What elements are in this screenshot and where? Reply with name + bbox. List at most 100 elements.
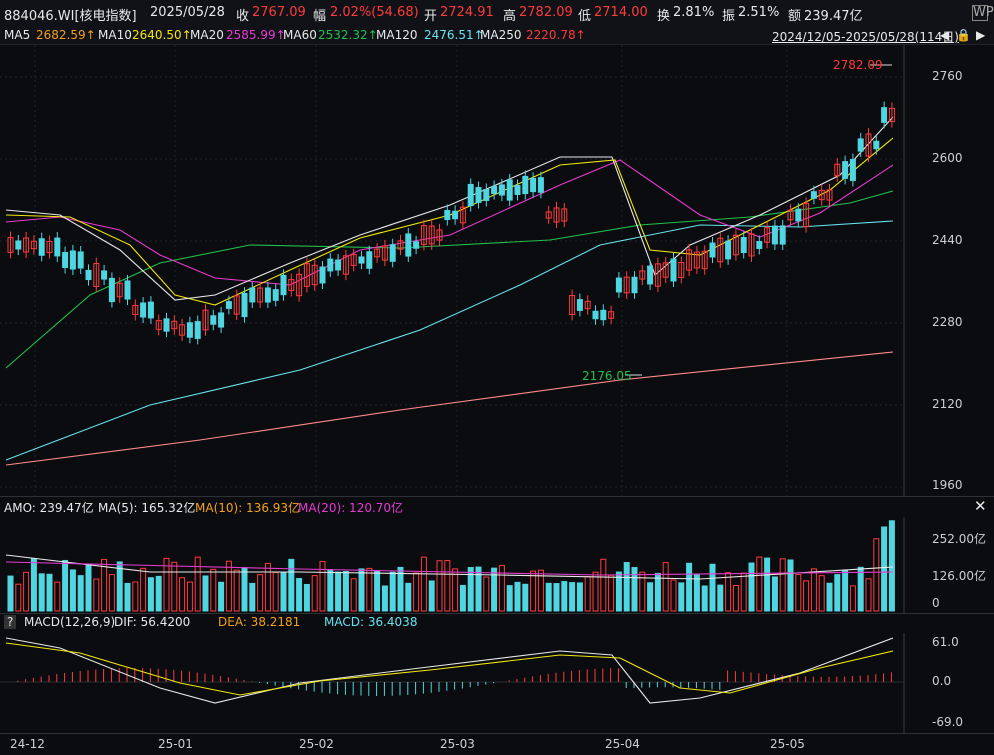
volume-bar	[124, 582, 131, 612]
candle	[615, 277, 622, 293]
candle	[639, 270, 646, 280]
date-tick: 25-02	[299, 737, 334, 751]
candle	[319, 266, 326, 284]
volume-bar	[810, 568, 817, 612]
volume-bar	[233, 569, 240, 612]
date-tick: 24-12	[10, 737, 45, 751]
volume-bar	[686, 562, 693, 612]
price-chart[interactable]	[0, 45, 994, 497]
price-tick: 1960	[932, 478, 963, 492]
next-arrow-icon[interactable]: ▶	[976, 28, 986, 42]
candle	[46, 240, 53, 254]
volume-bar	[147, 577, 154, 612]
vol-ma5-line	[5, 554, 894, 580]
candle	[241, 292, 248, 318]
candle	[210, 315, 217, 325]
candle	[717, 237, 724, 263]
volume-bar	[15, 583, 22, 612]
help-icon[interactable]: ?	[4, 615, 17, 629]
candle	[693, 251, 700, 269]
close-value: 2767.09	[252, 5, 306, 20]
prev-arrow-icon[interactable]: ◀	[940, 28, 950, 42]
volume-bar	[140, 567, 147, 612]
volume-bar	[647, 582, 654, 612]
volume-bar	[592, 571, 599, 612]
volume-bar	[756, 556, 763, 612]
volume-bar	[171, 561, 178, 612]
volume-bar	[405, 582, 412, 612]
volume-bar	[54, 581, 61, 612]
candle	[397, 240, 404, 250]
candle	[537, 177, 544, 193]
volume-tick: 0	[932, 596, 940, 610]
volume-bar	[818, 575, 825, 612]
amount-value: 239.47亿	[804, 9, 863, 24]
volume-bar	[576, 582, 583, 612]
candle	[483, 188, 490, 202]
amo-ma10: MA(10): 136.93亿	[195, 501, 301, 515]
volume-bar	[38, 573, 45, 612]
volume-bar	[218, 581, 225, 612]
high-label: 高	[503, 9, 517, 24]
candle	[311, 264, 318, 286]
candle	[522, 175, 529, 195]
candle	[748, 233, 755, 257]
volume-chart[interactable]	[0, 517, 994, 613]
ma120-value: 2476.51↑	[424, 28, 484, 42]
candle	[686, 249, 693, 271]
candle	[155, 320, 162, 330]
volume-bar	[303, 583, 310, 612]
change-value: 2.02%(54.68)	[330, 5, 419, 20]
candle	[358, 256, 365, 264]
candle	[491, 185, 498, 195]
date-tick: 25-03	[440, 737, 475, 751]
volume-bar	[163, 557, 170, 612]
candle	[428, 225, 435, 245]
volume-bar	[623, 562, 630, 612]
candle	[498, 184, 505, 196]
candle	[857, 138, 864, 152]
candle	[888, 107, 895, 123]
close-icon[interactable]: ✕	[974, 497, 987, 515]
volume-bar	[561, 581, 568, 612]
volume-bar	[740, 572, 747, 612]
date-tick: 25-04	[605, 737, 640, 751]
macd-dea: DEA: 38.2181	[218, 615, 301, 629]
volume-bar	[444, 560, 451, 612]
ma5-line	[5, 116, 894, 301]
volume-bar	[280, 572, 287, 612]
lock-icon[interactable]: 🔒	[956, 28, 971, 42]
low-annotation: 2176.05	[582, 369, 632, 383]
candle	[709, 242, 716, 258]
volume-bar	[62, 559, 69, 612]
wp-badge-icon[interactable]: WP	[972, 5, 994, 21]
volume-bar	[881, 526, 888, 612]
volume-bar	[717, 584, 724, 612]
macd-chart[interactable]	[0, 633, 994, 733]
low-value: 2714.00	[594, 5, 648, 20]
date-range[interactable]: 2024/12/05-2025/05/28(114日)	[772, 30, 959, 44]
candle	[771, 225, 778, 245]
candle	[202, 309, 209, 331]
macd-tick: 0.0	[932, 674, 952, 688]
volume-bar	[23, 571, 30, 612]
quote-header: 884046.WI[核电指数] 2025/05/28 收 2767.09 幅 2…	[0, 0, 994, 27]
low-label: 低	[578, 9, 592, 24]
price-tick: 2760	[932, 69, 963, 83]
ma10-value: 2640.50↑	[132, 28, 192, 42]
volume-bar	[639, 571, 646, 612]
candle	[171, 320, 178, 330]
candle	[249, 287, 256, 303]
candle	[631, 276, 638, 294]
ma10-line	[5, 137, 894, 306]
volume-bar	[452, 568, 459, 612]
volume-tick: 126.00亿	[932, 569, 986, 583]
volume-bar	[194, 556, 201, 612]
volume-bar	[537, 569, 544, 612]
volume-bar	[748, 562, 755, 612]
ma120-label: MA120	[376, 28, 418, 42]
volume-bar	[116, 561, 123, 612]
dea-line	[5, 642, 894, 696]
date-tick: 25-01	[158, 737, 193, 751]
candle	[732, 234, 739, 256]
